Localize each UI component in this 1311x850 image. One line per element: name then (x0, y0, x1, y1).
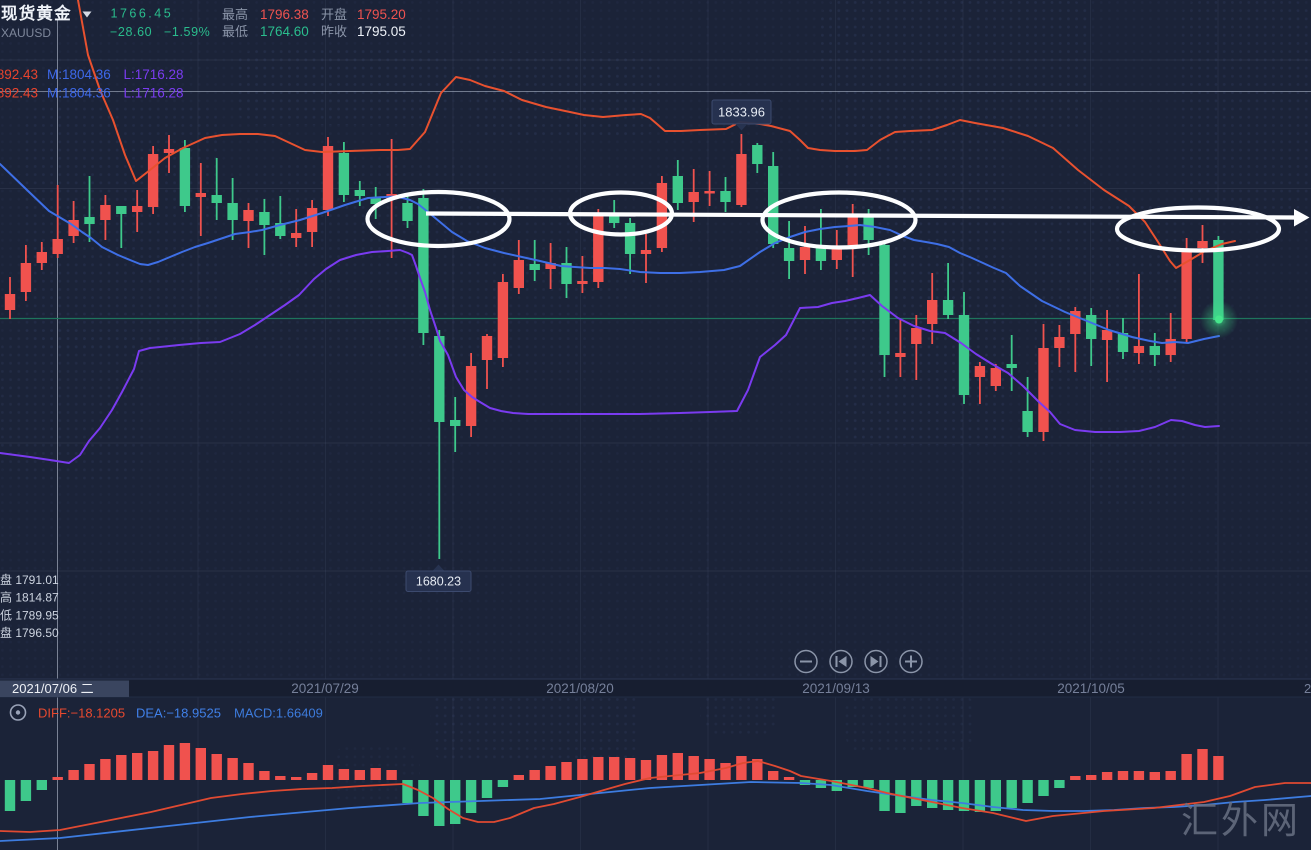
svg-text:开盘: 开盘 (321, 7, 347, 22)
svg-text:1764.60: 1764.60 (260, 24, 309, 39)
svg-text:B:1892.43: B:1892.43 (0, 67, 38, 82)
svg-text:最高: 最高 (222, 7, 248, 22)
svg-text:L:1716.28: L:1716.28 (124, 67, 184, 82)
svg-text:M:1804.36: M:1804.36 (47, 86, 111, 101)
svg-text:汇外网: 汇外网 (1181, 800, 1301, 841)
svg-text:2021/07/29: 2021/07/29 (291, 681, 359, 696)
svg-text:1795.05: 1795.05 (357, 24, 406, 39)
svg-text:DIFF:−18.1205: DIFF:−18.1205 (38, 706, 125, 721)
svg-text:现货黄金: 现货黄金 (1, 3, 72, 23)
svg-text:最高 1814.87: 最高 1814.87 (0, 590, 59, 605)
svg-text:1680.23: 1680.23 (416, 575, 461, 589)
svg-text:L:1716.28: L:1716.28 (124, 86, 184, 101)
svg-text:−1.59%: −1.59% (164, 25, 210, 39)
svg-text:最低: 最低 (222, 24, 248, 39)
svg-text:1795.20: 1795.20 (357, 7, 406, 22)
svg-text:最低 1789.95: 最低 1789.95 (0, 608, 59, 622)
svg-text:B:1892.43: B:1892.43 (0, 86, 38, 101)
svg-text:MACD:1.66409: MACD:1.66409 (234, 706, 323, 721)
svg-text:收盘 1796.50: 收盘 1796.50 (0, 625, 59, 640)
svg-text:开盘 1791.01: 开盘 1791.01 (0, 572, 59, 587)
svg-text:1833.96: 1833.96 (718, 105, 765, 120)
svg-text:2021/07/06 二: 2021/07/06 二 (12, 681, 94, 696)
svg-text:1796.38: 1796.38 (260, 7, 309, 22)
svg-text:−28.60: −28.60 (110, 25, 152, 39)
svg-text:2021/10/05: 2021/10/05 (1057, 681, 1125, 696)
svg-text:2021/09/13: 2021/09/13 (802, 681, 870, 696)
svg-text:XAUUSD: XAUUSD (1, 26, 51, 40)
svg-text:1766.45: 1766.45 (111, 7, 174, 21)
svg-text:2: 2 (1304, 681, 1311, 696)
svg-text:昨收: 昨收 (321, 24, 347, 39)
svg-text:2021/08/20: 2021/08/20 (546, 681, 614, 696)
svg-text:M:1804.36: M:1804.36 (47, 67, 111, 82)
svg-text:DEA:−18.9525: DEA:−18.9525 (136, 706, 221, 721)
